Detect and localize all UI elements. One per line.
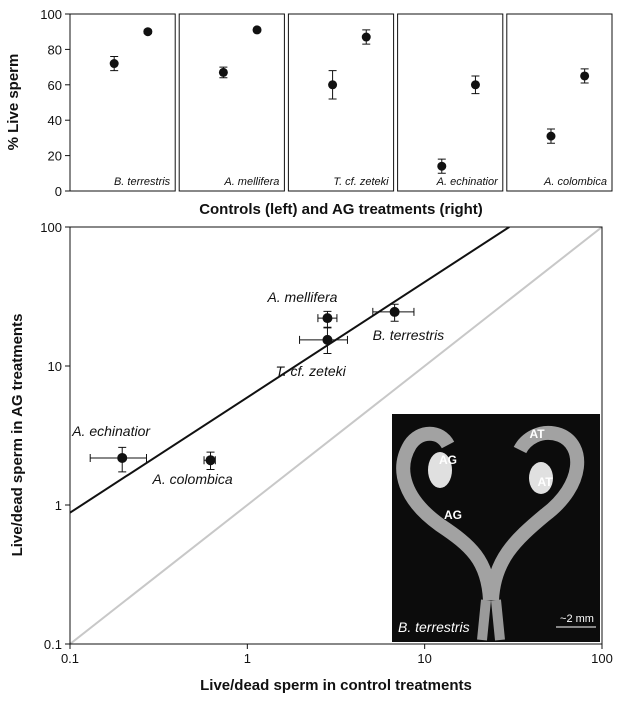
dot [143,27,153,37]
point [322,313,333,324]
y-tick-label: 80 [48,42,62,57]
point-label: A. colombica [152,471,233,487]
point [117,452,128,463]
inset-label: AT [529,427,545,441]
inset-label: AT [537,475,553,489]
y-tick-label: 100 [40,7,62,22]
inset-image: AG AT AT AG B. terrestris ~2 mm [392,414,600,642]
y-tick-label: 60 [48,78,62,93]
point [389,306,400,317]
panel-label: T. cf. zeteki [333,176,389,188]
point-label: B. terrestris [373,327,445,343]
inset-caption: B. terrestris [398,619,470,635]
identity-line [70,227,602,644]
x-axis-label: Controls (left) and AG treatments (right… [199,201,483,218]
point [205,455,216,466]
dot [361,32,371,42]
dot [580,71,590,81]
plot-frame [69,226,603,645]
gland-sac [428,452,452,488]
inset-label: AG [439,453,457,467]
point [322,334,333,345]
x-axis-label: Live/dead sperm in control treatments [200,677,472,694]
x-tick-label: 1 [244,651,251,666]
panel-frame [397,13,504,192]
dot [546,131,556,141]
dot [437,161,447,171]
panel-frame [178,13,285,192]
point-label: A. echinatior [71,423,151,439]
inset-label: AG [444,508,462,522]
y-tick-label: 0 [55,184,62,199]
dot [109,59,119,69]
panel-frame [287,13,395,192]
y-axis-label: % Live sperm [5,54,22,151]
x-tick-label: 10 [417,651,431,666]
y-tick-label: 100 [40,220,62,235]
dot [218,67,228,77]
panel-label: A. echinatior [436,176,499,188]
y-tick-label: 20 [48,149,62,164]
panel-label: A. colombica [543,176,607,188]
gland-sac [529,462,553,494]
gland-shape [396,425,585,601]
panel-label: B. terrestris [114,176,171,188]
duct-shape [477,599,505,641]
y-tick-label: 1 [55,498,62,513]
x-tick-label: 0.1 [61,651,79,666]
panel-frame [69,13,176,192]
dot [252,25,262,35]
y-tick-label: 10 [48,359,62,374]
dot [470,80,480,90]
point-label: T. cf. zeteki [275,363,346,379]
dot [328,80,338,90]
fit-line [70,227,510,514]
y-tick-label: 40 [48,113,62,128]
panel-label: A. mellifera [223,176,279,188]
panel-frame [506,13,613,192]
point-label: A. mellifera [266,289,337,305]
inset-scale: ~2 mm [560,613,594,625]
y-tick-label: 0.1 [44,637,62,652]
y-axis-label: Live/dead sperm in AG treatments [9,314,26,557]
x-tick-label: 100 [591,651,613,666]
